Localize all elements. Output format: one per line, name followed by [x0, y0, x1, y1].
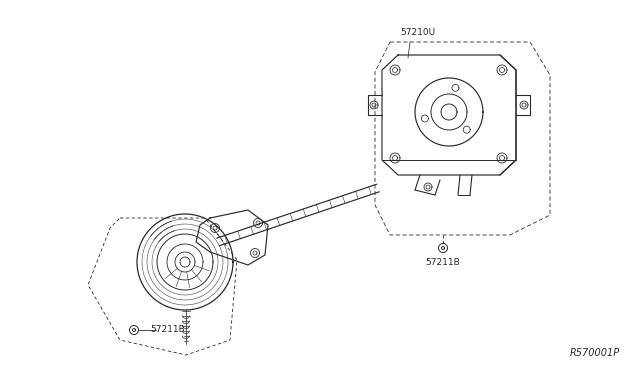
Text: 57210U: 57210U	[400, 28, 435, 37]
Text: 57211B: 57211B	[426, 258, 460, 267]
Text: 57211B: 57211B	[150, 324, 185, 334]
Text: R570001P: R570001P	[570, 348, 620, 358]
